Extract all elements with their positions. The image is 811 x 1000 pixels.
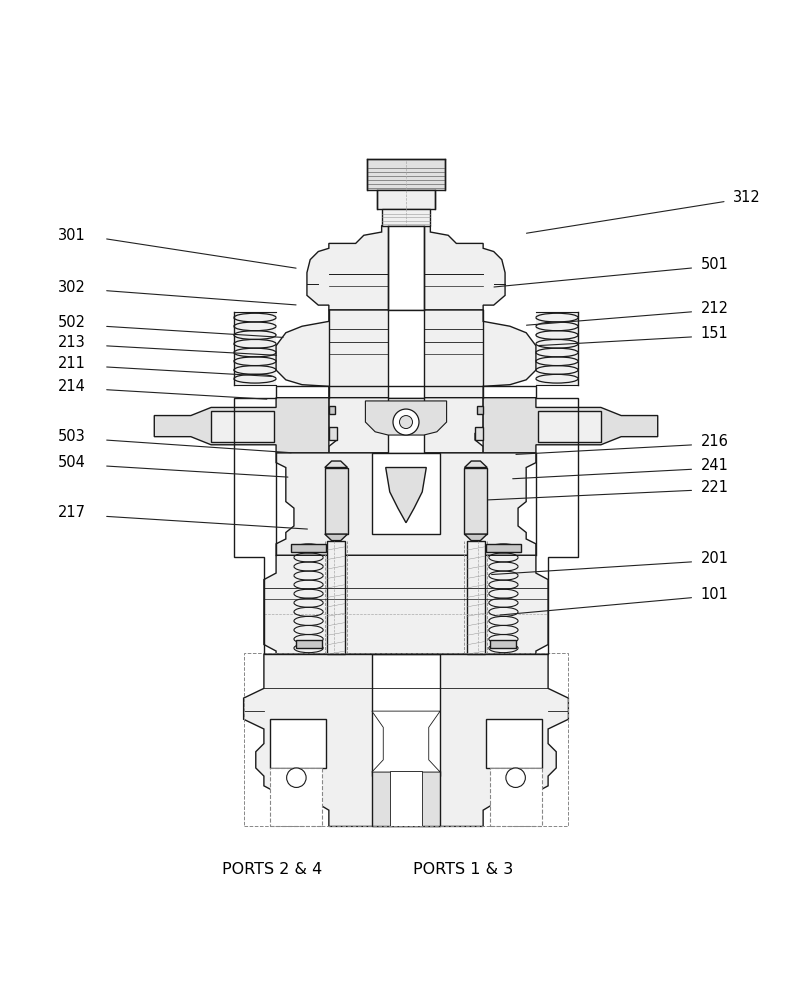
Text: 221: 221 (700, 480, 727, 495)
Polygon shape (483, 398, 657, 453)
Bar (234, 312, 276, 385)
Bar (537, 411, 600, 442)
Text: PORTS 1 & 3: PORTS 1 & 3 (412, 862, 513, 877)
Polygon shape (307, 226, 504, 310)
Bar (371, 453, 440, 534)
Bar (328, 427, 337, 440)
Circle shape (286, 768, 306, 787)
Text: 151: 151 (700, 326, 727, 341)
Text: 501: 501 (700, 257, 727, 272)
Text: 503: 503 (58, 429, 85, 444)
Polygon shape (464, 461, 487, 468)
Circle shape (505, 768, 525, 787)
Text: 504: 504 (58, 455, 85, 470)
Bar (464, 468, 487, 534)
Bar (211, 411, 274, 442)
Bar (490, 640, 516, 648)
Bar (290, 544, 326, 552)
Circle shape (393, 409, 418, 435)
Polygon shape (276, 310, 535, 398)
Bar (535, 312, 577, 385)
Bar (324, 468, 347, 534)
Bar (295, 640, 321, 648)
Bar (388, 310, 423, 398)
Polygon shape (328, 398, 483, 453)
Polygon shape (385, 468, 426, 523)
Text: 201: 201 (700, 551, 727, 566)
Bar (489, 768, 542, 826)
Text: 101: 101 (700, 587, 727, 602)
Text: 217: 217 (58, 505, 85, 520)
Bar (376, 190, 435, 209)
Text: 302: 302 (58, 280, 85, 295)
Text: 214: 214 (58, 379, 85, 394)
Text: 301: 301 (58, 228, 85, 243)
Bar (485, 719, 542, 768)
Bar (485, 544, 521, 552)
Text: 241: 241 (700, 458, 727, 473)
Bar (328, 406, 335, 414)
Bar (269, 719, 326, 768)
Circle shape (399, 416, 412, 429)
Bar (269, 768, 322, 826)
Bar (388, 226, 423, 310)
Bar (388, 398, 423, 453)
Bar (474, 427, 483, 440)
Polygon shape (154, 398, 328, 453)
Polygon shape (264, 555, 547, 654)
Polygon shape (324, 534, 347, 541)
Bar (243, 653, 568, 826)
Text: 212: 212 (700, 301, 727, 316)
Polygon shape (371, 711, 440, 772)
Bar (476, 406, 483, 414)
Bar (389, 771, 422, 826)
Text: 312: 312 (732, 190, 760, 205)
Polygon shape (464, 534, 487, 541)
Text: PORTS 2 & 4: PORTS 2 & 4 (221, 862, 322, 877)
Text: 211: 211 (58, 356, 85, 371)
Polygon shape (365, 401, 446, 435)
Bar (381, 209, 430, 226)
Polygon shape (324, 461, 347, 468)
Text: 216: 216 (700, 434, 727, 449)
Text: 213: 213 (58, 335, 85, 350)
Polygon shape (276, 453, 535, 555)
Polygon shape (243, 654, 568, 826)
Bar (371, 771, 440, 826)
Bar (327, 541, 345, 654)
Bar (367, 159, 444, 190)
Bar (371, 654, 440, 776)
Text: 502: 502 (58, 315, 85, 330)
Bar (466, 541, 484, 654)
